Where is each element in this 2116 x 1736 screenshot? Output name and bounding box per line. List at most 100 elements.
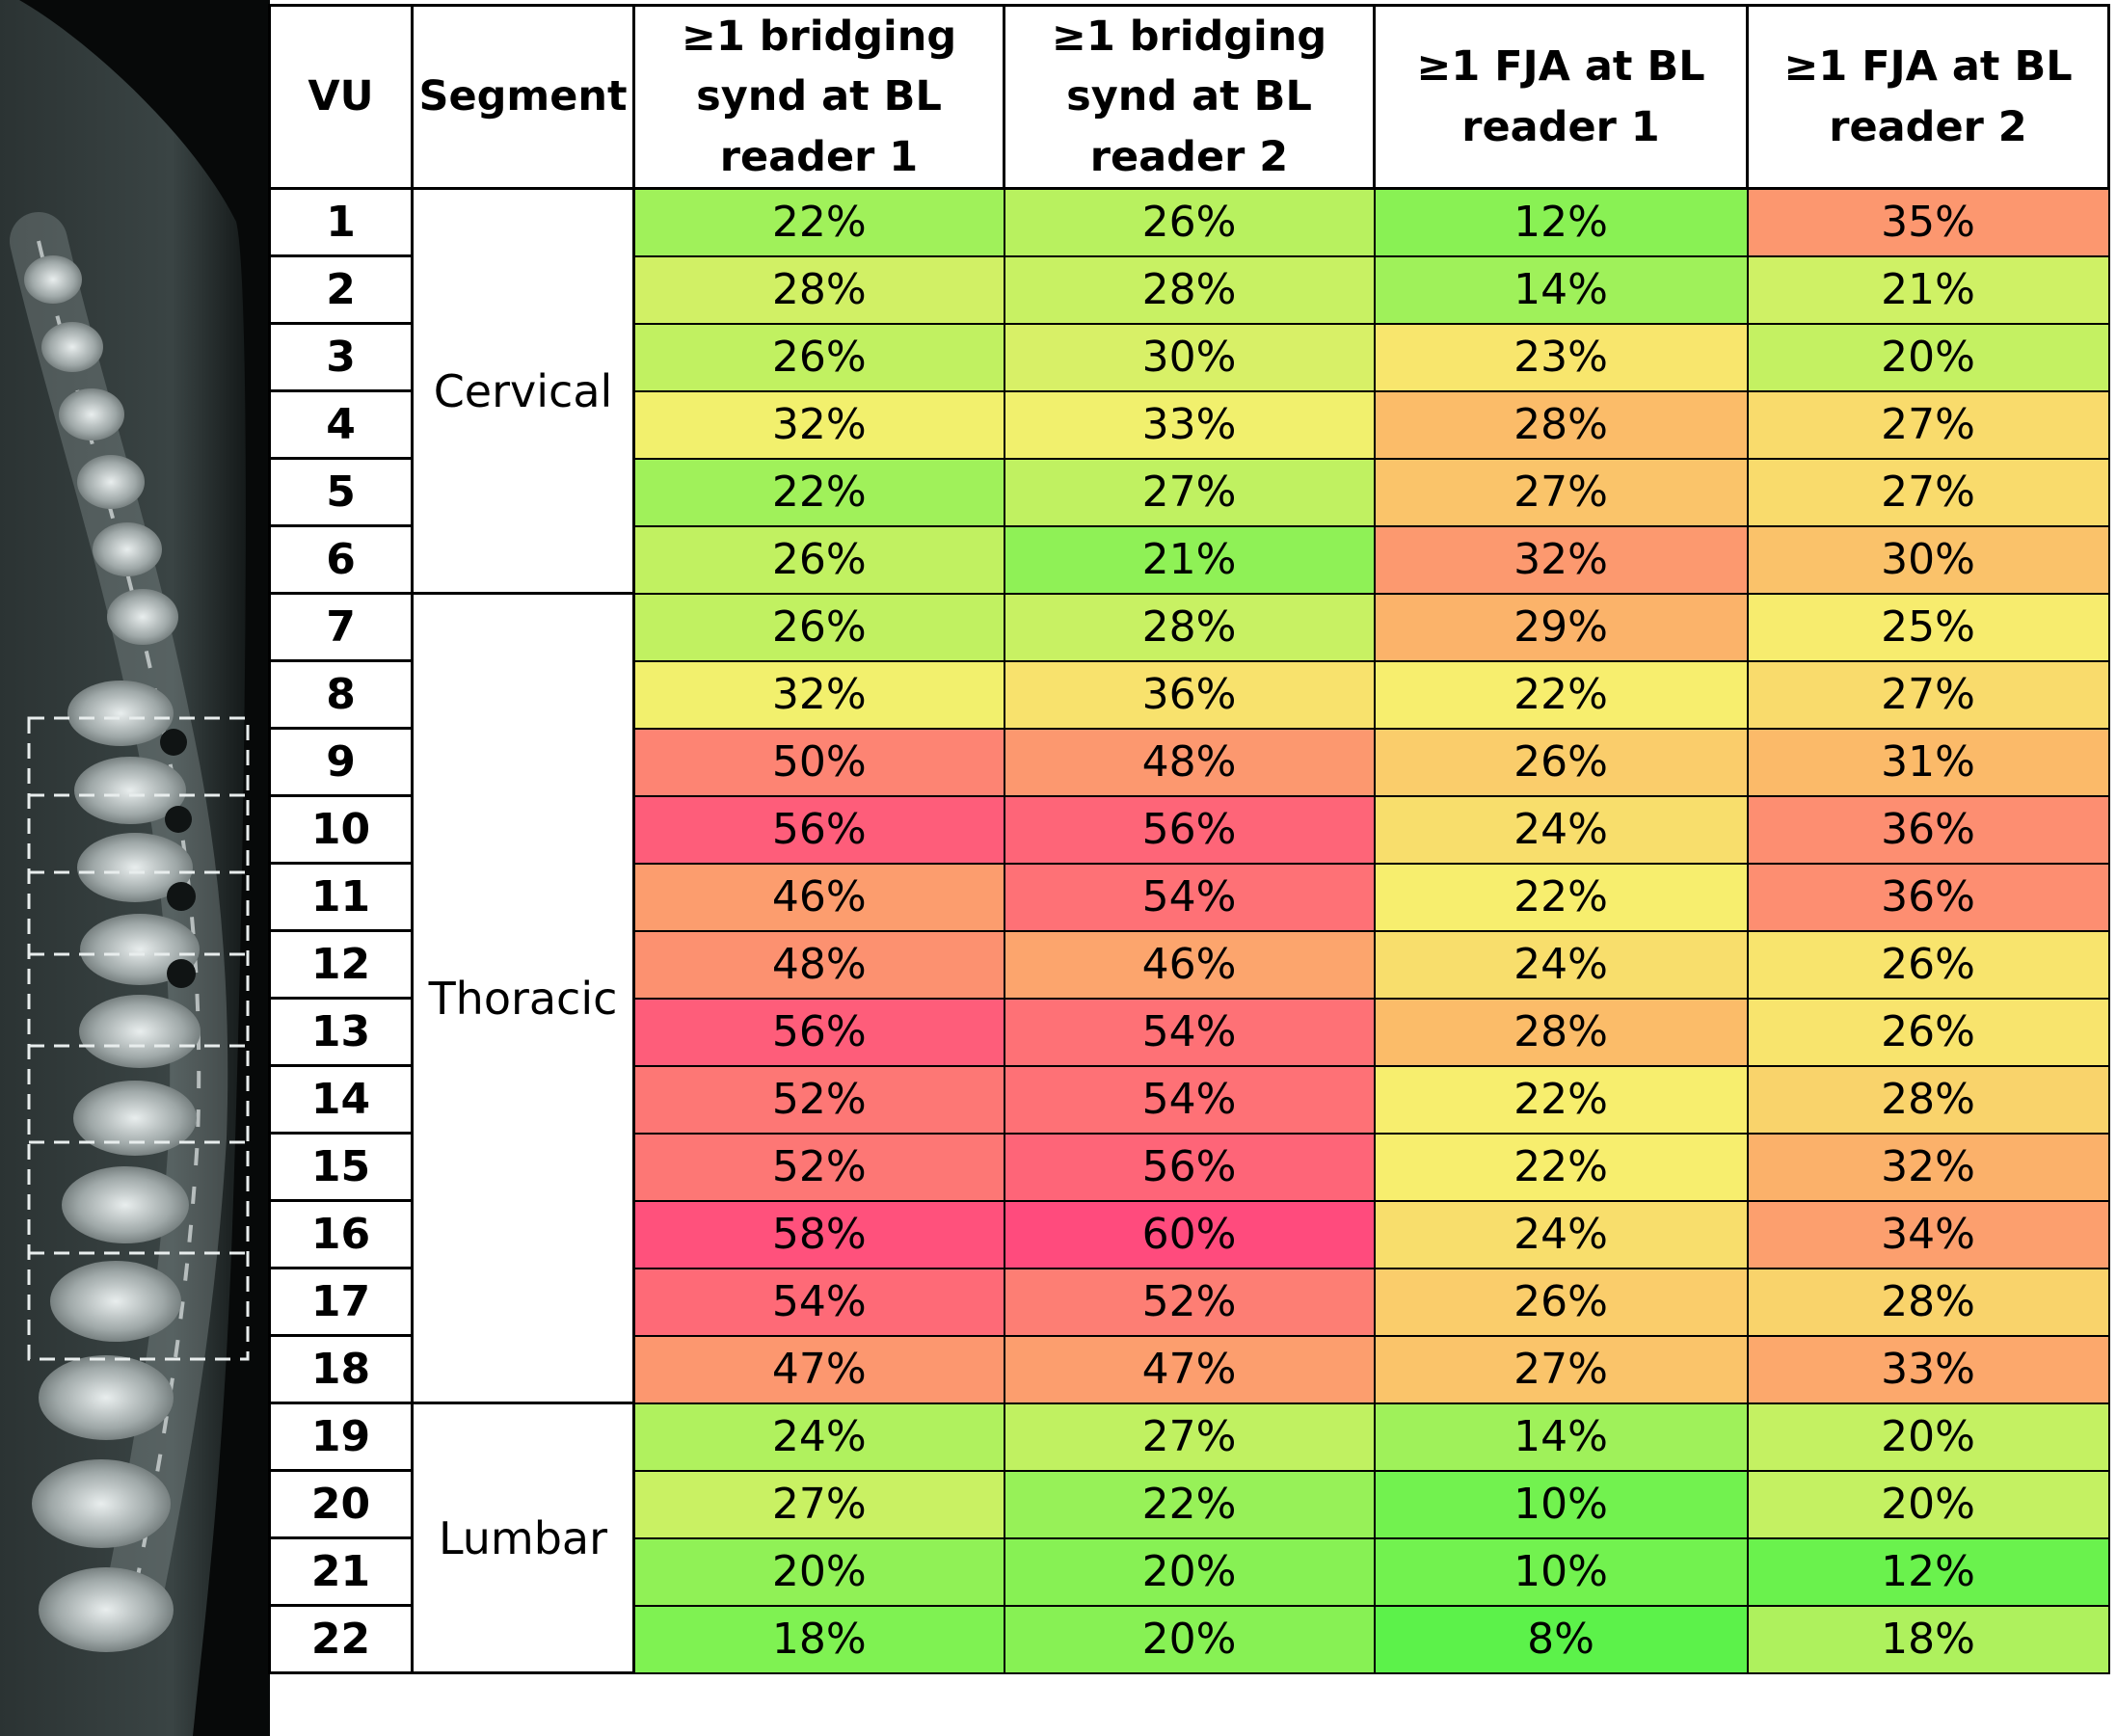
heat-cell-fja-reader2: 20%: [1746, 1469, 2110, 1539]
table-row: 22 18% 20% 8% 18%: [268, 1604, 2110, 1675]
header-segment: Segment: [411, 3, 635, 191]
table-row: 8 32% 36% 22% 27%: [268, 659, 2110, 731]
spine-xray-image: [0, 0, 270, 1736]
heat-cell-bridging-reader2: 21%: [1003, 524, 1376, 595]
heat-cell-bridging-reader2: 48%: [1003, 727, 1376, 797]
heat-cell-fja-reader2: 21%: [1746, 254, 2110, 325]
heat-cell-bridging-reader1: 22%: [632, 457, 1005, 527]
vu-cell: 7: [268, 592, 414, 663]
heat-cell-bridging-reader1: 52%: [632, 1064, 1005, 1135]
table-row: 4 32% 33% 28% 27%: [268, 389, 2110, 461]
segment-label-thoracic: Thoracic: [411, 592, 635, 1405]
vu-cell: 2: [268, 254, 414, 326]
vu-cell: 18: [268, 1334, 414, 1405]
heat-cell-fja-reader2: 31%: [1746, 727, 2110, 797]
vu-cell: 1: [268, 187, 414, 258]
heat-cell-fja-reader1: 14%: [1373, 1402, 1749, 1472]
heat-cell-fja-reader1: 27%: [1373, 1334, 1749, 1404]
vu-cell: 17: [268, 1267, 414, 1338]
table-row: 5 22% 27% 27% 27%: [268, 457, 2110, 528]
header-fja-reader2: ≥1 FJA at BL reader 2: [1746, 3, 2110, 191]
heat-cell-fja-reader2: 36%: [1746, 794, 2110, 865]
heat-cell-bridging-reader2: 26%: [1003, 187, 1376, 257]
heat-cell-fja-reader2: 33%: [1746, 1334, 2110, 1404]
heat-cell-bridging-reader1: 58%: [632, 1199, 1005, 1269]
table-row: 6 26% 21% 32% 30%: [268, 524, 2110, 596]
heat-cell-fja-reader1: 28%: [1373, 389, 1749, 460]
heat-cell-fja-reader2: 12%: [1746, 1536, 2110, 1607]
heat-cell-bridging-reader1: 20%: [632, 1536, 1005, 1607]
heat-cell-fja-reader1: 24%: [1373, 794, 1749, 865]
table-row: 21 20% 20% 10% 12%: [268, 1536, 2110, 1608]
table-row: 16 58% 60% 24% 34%: [268, 1199, 2110, 1270]
header-fja-reader1: ≥1 FJA at BL reader 1: [1373, 3, 1749, 191]
vu-cell: 20: [268, 1469, 414, 1540]
table-row: 17 54% 52% 26% 28%: [268, 1267, 2110, 1338]
vu-cell: 8: [268, 659, 414, 731]
table-row: 14 52% 54% 22% 28%: [268, 1064, 2110, 1135]
segment-label-lumbar: Lumbar: [411, 1402, 635, 1675]
heat-cell-bridging-reader2: 56%: [1003, 794, 1376, 865]
heat-cell-fja-reader2: 30%: [1746, 524, 2110, 595]
heat-cell-fja-reader2: 35%: [1746, 187, 2110, 257]
table-row: 13 56% 54% 28% 26%: [268, 997, 2110, 1068]
header-bridging-reader1: ≥1 bridging synd at BL reader 1: [632, 3, 1005, 191]
heat-cell-bridging-reader2: 28%: [1003, 592, 1376, 662]
heat-cell-bridging-reader1: 26%: [632, 322, 1005, 392]
heat-cell-bridging-reader2: 54%: [1003, 862, 1376, 932]
heat-cell-fja-reader2: 20%: [1746, 1402, 2110, 1472]
heat-cell-fja-reader2: 26%: [1746, 929, 2110, 1000]
vu-cell: 12: [268, 929, 414, 1001]
heat-cell-fja-reader2: 27%: [1746, 659, 2110, 730]
heat-cell-fja-reader2: 20%: [1746, 322, 2110, 392]
heat-cell-fja-reader1: 10%: [1373, 1536, 1749, 1607]
heat-cell-bridging-reader2: 30%: [1003, 322, 1376, 392]
heat-cell-bridging-reader2: 46%: [1003, 929, 1376, 1000]
heat-cell-bridging-reader2: 54%: [1003, 1064, 1376, 1135]
heat-cell-fja-reader1: 27%: [1373, 457, 1749, 527]
heat-cell-bridging-reader1: 56%: [632, 794, 1005, 865]
heat-cell-bridging-reader2: 33%: [1003, 389, 1376, 460]
vu-cell: 5: [268, 457, 414, 528]
table-row: 7 Thoracic 26% 28% 29% 25%: [268, 592, 2110, 1405]
table-row: 2 28% 28% 14% 21%: [268, 254, 2110, 326]
heat-cell-bridging-reader2: 28%: [1003, 254, 1376, 325]
heat-cell-fja-reader1: 14%: [1373, 254, 1749, 325]
heat-cell-bridging-reader1: 48%: [632, 929, 1005, 1000]
heat-cell-bridging-reader2: 54%: [1003, 997, 1376, 1067]
heat-cell-fja-reader1: 29%: [1373, 592, 1749, 662]
heat-cell-bridging-reader2: 27%: [1003, 1402, 1376, 1472]
heat-cell-fja-reader1: 24%: [1373, 1199, 1749, 1269]
heat-cell-fja-reader2: 25%: [1746, 592, 2110, 662]
heat-cell-bridging-reader1: 32%: [632, 659, 1005, 730]
heat-cell-bridging-reader1: 27%: [632, 1469, 1005, 1539]
heat-cell-fja-reader1: 22%: [1373, 862, 1749, 932]
heat-cell-bridging-reader1: 18%: [632, 1604, 1005, 1674]
heat-cell-fja-reader2: 18%: [1746, 1604, 2110, 1674]
vu-cell: 16: [268, 1199, 414, 1270]
table-row: 11 46% 54% 22% 36%: [268, 862, 2110, 933]
vu-cell: 15: [268, 1132, 414, 1203]
vertebral-column: [10, 212, 228, 1652]
vu-cell: 19: [268, 1402, 414, 1473]
dashed-region-boxes: [27, 716, 250, 1361]
heat-cell-fja-reader1: 24%: [1373, 929, 1749, 1000]
vu-cell: 14: [268, 1064, 414, 1135]
heat-cell-fja-reader2: 34%: [1746, 1199, 2110, 1269]
vu-cell: 11: [268, 862, 414, 933]
header-bridging-reader2: ≥1 bridging synd at BL reader 2: [1003, 3, 1376, 191]
heat-cell-fja-reader2: 36%: [1746, 862, 2110, 932]
vu-cell: 21: [268, 1536, 414, 1608]
vu-cell: 22: [268, 1604, 414, 1675]
heat-cell-bridging-reader2: 20%: [1003, 1536, 1376, 1607]
heat-cell-bridging-reader1: 26%: [632, 592, 1005, 662]
heat-cell-bridging-reader2: 56%: [1003, 1132, 1376, 1202]
heat-cell-bridging-reader2: 27%: [1003, 457, 1376, 527]
header-vu: VU: [268, 3, 414, 191]
heat-cell-fja-reader1: 26%: [1373, 727, 1749, 797]
heat-cell-fja-reader1: 10%: [1373, 1469, 1749, 1539]
heat-cell-fja-reader2: 32%: [1746, 1132, 2110, 1202]
heat-cell-bridging-reader2: 47%: [1003, 1334, 1376, 1404]
table-row: 10 56% 56% 24% 36%: [268, 794, 2110, 866]
heat-cell-bridging-reader1: 24%: [632, 1402, 1005, 1472]
